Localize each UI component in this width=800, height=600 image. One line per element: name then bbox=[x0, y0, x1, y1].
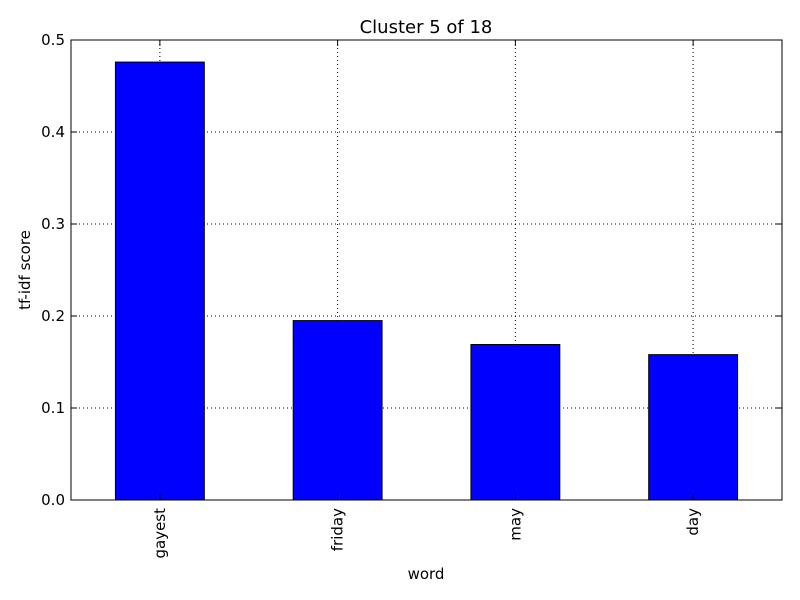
y-tick-label: 0.0 bbox=[41, 491, 65, 509]
bar-day bbox=[648, 354, 739, 501]
x-tick-label: may bbox=[506, 508, 524, 541]
chart-title: Cluster 5 of 18 bbox=[360, 17, 493, 38]
bar-gayest bbox=[114, 61, 205, 501]
bar-friday bbox=[292, 320, 383, 501]
bars bbox=[114, 61, 739, 501]
y-tick-label: 0.3 bbox=[41, 215, 65, 233]
x-axis-ticks: gayest friday may day bbox=[151, 40, 702, 559]
y-tick-label: 0.1 bbox=[41, 399, 65, 417]
plot-frame bbox=[70, 39, 783, 501]
y-tick-label: 0.5 bbox=[41, 31, 65, 49]
y-tick-label: 0.4 bbox=[41, 123, 65, 141]
y-axis-ticks: 0.0 0.1 0.2 0.3 0.4 0.5 bbox=[41, 31, 782, 509]
x-tick-label: friday bbox=[329, 508, 347, 551]
x-tick-label: gayest bbox=[151, 508, 169, 559]
y-tick-label: 0.2 bbox=[41, 307, 65, 325]
y-axis-label: tf-idf score bbox=[16, 230, 34, 310]
bar-may bbox=[470, 344, 561, 501]
x-tick-label: day bbox=[684, 508, 702, 536]
x-axis-label: word bbox=[408, 565, 445, 583]
